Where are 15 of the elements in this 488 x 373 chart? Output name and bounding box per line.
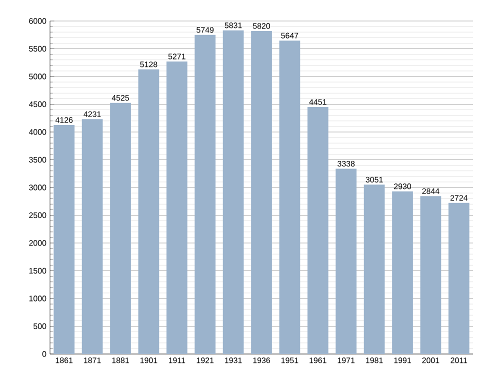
bar — [110, 102, 131, 354]
bar — [336, 168, 357, 354]
bar — [364, 184, 385, 354]
bar — [420, 196, 442, 354]
bar — [279, 40, 300, 354]
bar — [166, 61, 188, 354]
bar — [194, 34, 216, 354]
bar — [251, 30, 272, 354]
bar — [54, 125, 75, 354]
bar — [392, 191, 413, 354]
bar — [138, 69, 160, 354]
bar — [307, 106, 328, 354]
bar — [82, 119, 103, 354]
bar — [448, 202, 470, 354]
bar — [222, 30, 244, 354]
